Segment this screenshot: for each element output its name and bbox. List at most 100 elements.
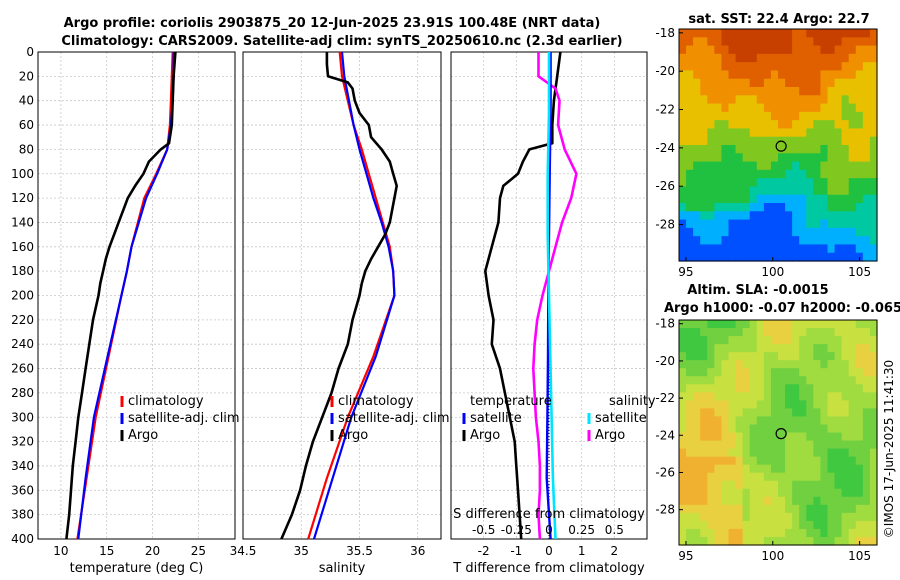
heatmap-cell (792, 186, 800, 196)
heatmap-cell (686, 408, 694, 418)
heatmap-cell (714, 432, 723, 442)
heatmap-cell (820, 496, 829, 506)
heatmap-cell (749, 111, 758, 121)
heatmap-cell (855, 169, 864, 179)
heatmap-cell (792, 62, 800, 72)
y-tick-label: -26 (655, 179, 675, 193)
heatmap-cell (770, 62, 779, 72)
heatmap-cell (841, 488, 850, 498)
heatmap-cell (834, 227, 843, 237)
heatmap-cell (714, 352, 723, 361)
heatmap-cell (862, 29, 871, 38)
x-tick-label: 36 (410, 544, 425, 558)
heatmap-cell (841, 120, 850, 130)
y-tick-label: -20 (655, 64, 675, 78)
heatmap-cell (742, 111, 751, 121)
heatmap-cell (869, 456, 878, 466)
heatmap-cell (756, 153, 765, 163)
y-tick-label: 160 (11, 240, 34, 254)
sst-map-title: sat. SST: 22.4 Argo: 22.7 (688, 12, 869, 27)
heatmap-cell (749, 37, 758, 47)
heatmap-cell (820, 384, 829, 393)
heatmap-cell (735, 29, 744, 38)
heatmap-cell (785, 244, 793, 254)
heatmap-cell (820, 103, 829, 113)
heatmap-cell (785, 211, 793, 221)
heatmap-cell (679, 169, 687, 179)
heatmap-cell (763, 145, 772, 154)
heatmap-cell (792, 344, 800, 353)
heatmap-cell (749, 103, 758, 113)
heatmap-cell (728, 480, 737, 490)
heatmap-cell (742, 536, 751, 546)
heatmap-cell (827, 528, 836, 538)
heatmap-cell (728, 136, 737, 146)
heatmap-cell (820, 432, 829, 442)
legend-label: satellite (470, 411, 522, 426)
heatmap-cell (848, 145, 857, 154)
heatmap-cell (686, 178, 694, 188)
heatmap-cell (806, 145, 814, 154)
heatmap-cell (799, 328, 807, 337)
heatmap-cell (770, 120, 779, 130)
heatmap-cell (693, 496, 701, 506)
heatmap-cell (848, 95, 857, 105)
heatmap-cell (693, 194, 701, 204)
heatmap-cell (834, 440, 843, 450)
heatmap-cell (806, 320, 814, 329)
heatmap-cell (862, 62, 871, 72)
heatmap-cell (813, 103, 822, 113)
heatmap-cell (756, 456, 765, 466)
heatmap-cell (728, 161, 737, 171)
heatmap-cell (749, 440, 758, 450)
heatmap-cell (778, 211, 786, 221)
heatmap-cell (806, 472, 814, 482)
heatmap-cell (785, 219, 793, 229)
heatmap-cell (820, 344, 829, 353)
heatmap-cell (778, 103, 786, 113)
heatmap-cell (855, 432, 864, 442)
heatmap-cell (869, 408, 878, 418)
heatmap-cell (820, 520, 829, 530)
heatmap-cell (820, 400, 829, 409)
heatmap-cell (869, 87, 878, 96)
heatmap-cell (792, 352, 800, 361)
heatmap-cell (827, 400, 836, 409)
heatmap-cell (700, 336, 708, 345)
heatmap-cell (862, 400, 871, 409)
heatmap-cell (707, 320, 715, 329)
y-tick-label: 20 (19, 69, 34, 83)
heatmap-cell (806, 416, 814, 426)
heatmap-cell (686, 227, 694, 237)
heatmap-cell (834, 408, 843, 418)
heatmap-cell (756, 496, 765, 506)
heatmap-cell (714, 62, 723, 72)
heatmap-cell (763, 161, 772, 171)
heatmap-cell (721, 153, 730, 163)
heatmap-cell (855, 70, 864, 80)
heatmap-cell (862, 252, 871, 262)
heatmap-cell (721, 376, 730, 385)
heatmap-cell (799, 128, 807, 138)
heatmap-cell (806, 528, 814, 538)
heatmap-cell (679, 512, 687, 522)
heatmap-cell (820, 211, 829, 221)
heatmap-cell (841, 528, 850, 538)
heatmap-cell (756, 384, 765, 393)
heatmap-cell (855, 424, 864, 434)
heatmap-cell (778, 408, 786, 418)
heatmap-cell (763, 70, 772, 80)
heatmap-cell (700, 145, 708, 154)
heatmap-cell (679, 440, 687, 450)
heatmap-cell (686, 336, 694, 345)
heatmap-cell (756, 70, 765, 80)
heatmap-cell (778, 440, 786, 450)
heatmap-cell (792, 472, 800, 482)
heatmap-cell (735, 328, 744, 337)
heatmap-cell (855, 87, 864, 96)
heatmap-cell (707, 384, 715, 393)
heatmap-cell (848, 203, 857, 212)
heatmap-cell (728, 344, 737, 353)
heatmap-cell (799, 219, 807, 229)
heatmap-cell (686, 416, 694, 426)
